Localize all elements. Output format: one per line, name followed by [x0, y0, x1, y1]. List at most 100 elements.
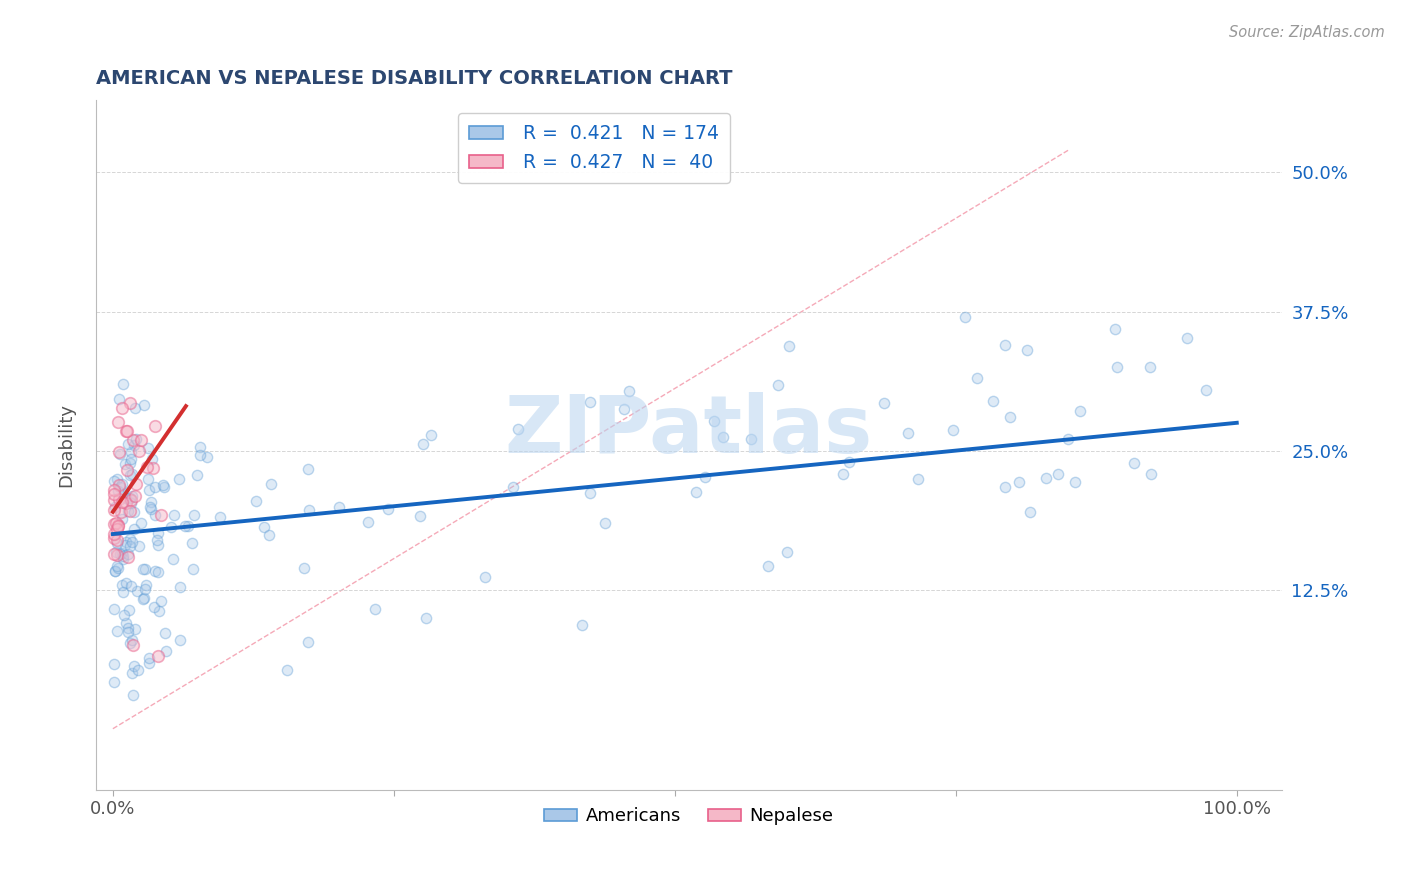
Point	[121, 489, 143, 503]
Point	[740, 432, 762, 446]
Point	[415, 611, 437, 625]
Point	[105, 558, 128, 573]
Point	[776, 545, 799, 559]
Point	[118, 603, 141, 617]
Point	[121, 534, 143, 549]
Point	[713, 430, 735, 444]
Point	[139, 501, 162, 516]
Point	[103, 517, 125, 532]
Point	[143, 480, 166, 494]
Point	[152, 478, 174, 492]
Point	[110, 505, 132, 519]
Point	[994, 338, 1017, 352]
Point	[183, 561, 205, 575]
Point	[103, 531, 125, 545]
Point	[122, 438, 145, 452]
Point	[127, 663, 149, 677]
Point	[508, 421, 530, 435]
Point	[1123, 456, 1146, 470]
Point	[125, 583, 148, 598]
Point	[173, 518, 195, 533]
Point	[685, 485, 707, 500]
Point	[595, 516, 617, 530]
Point	[1195, 383, 1218, 397]
Point	[162, 552, 184, 566]
Point	[111, 577, 134, 591]
Point	[245, 494, 267, 508]
Point	[502, 480, 524, 494]
Point	[103, 503, 125, 517]
Point	[115, 615, 138, 630]
Point	[104, 500, 127, 514]
Point	[766, 378, 789, 392]
Point	[134, 398, 156, 412]
Point	[1139, 360, 1161, 375]
Point	[613, 402, 636, 417]
Point	[128, 444, 150, 458]
Point	[177, 518, 200, 533]
Point	[107, 518, 129, 533]
Point	[138, 656, 160, 670]
Point	[105, 624, 128, 638]
Point	[409, 509, 432, 524]
Point	[115, 535, 138, 549]
Point	[103, 474, 125, 488]
Point	[994, 480, 1017, 494]
Point	[117, 504, 139, 518]
Point	[169, 580, 191, 594]
Point	[298, 503, 321, 517]
Point	[169, 632, 191, 647]
Point	[124, 622, 146, 636]
Point	[105, 522, 128, 536]
Point	[111, 512, 134, 526]
Point	[160, 519, 183, 533]
Point	[118, 491, 141, 505]
Point	[942, 423, 965, 437]
Point	[139, 495, 162, 509]
Point	[1175, 331, 1198, 345]
Point	[1035, 471, 1057, 485]
Point	[134, 582, 156, 597]
Point	[578, 486, 600, 500]
Point	[103, 675, 125, 690]
Point	[138, 651, 160, 665]
Point	[117, 621, 139, 635]
Point	[111, 494, 134, 508]
Point	[703, 414, 725, 428]
Point	[1008, 475, 1031, 490]
Text: ZIPatlas: ZIPatlas	[505, 392, 873, 470]
Point	[107, 561, 129, 575]
Point	[183, 508, 205, 523]
Point	[107, 491, 129, 506]
Point	[105, 516, 128, 531]
Point	[149, 594, 172, 608]
Text: Source: ZipAtlas.com: Source: ZipAtlas.com	[1229, 25, 1385, 40]
Point	[138, 483, 160, 497]
Point	[831, 467, 853, 481]
Point	[571, 618, 593, 632]
Point	[872, 396, 894, 410]
Point	[617, 384, 640, 398]
Point	[111, 401, 134, 416]
Point	[120, 451, 142, 466]
Point	[112, 584, 135, 599]
Point	[117, 424, 139, 438]
Point	[474, 570, 496, 584]
Point	[838, 455, 860, 469]
Point	[120, 540, 142, 554]
Point	[115, 496, 138, 510]
Point	[1064, 475, 1087, 490]
Point	[122, 433, 145, 447]
Point	[105, 548, 128, 562]
Point	[132, 561, 155, 575]
Point	[328, 500, 350, 514]
Point	[145, 508, 167, 522]
Point	[260, 477, 283, 491]
Y-axis label: Disability: Disability	[58, 403, 75, 487]
Point	[1105, 360, 1128, 375]
Point	[124, 432, 146, 446]
Point	[209, 510, 232, 524]
Point	[114, 576, 136, 591]
Point	[129, 516, 152, 530]
Point	[121, 633, 143, 648]
